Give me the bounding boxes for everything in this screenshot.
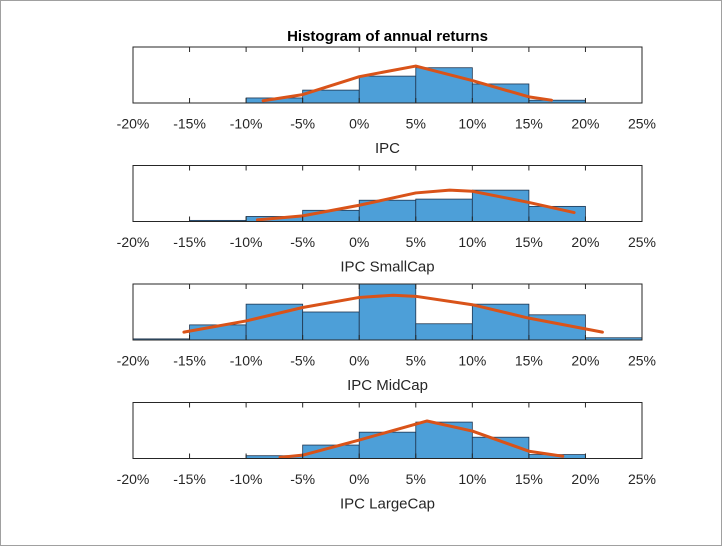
x-tick-label: 15% <box>515 116 543 132</box>
x-tick-label: 0% <box>349 116 369 132</box>
fit-curve <box>182 293 604 334</box>
x-tick-label: -20% <box>117 234 150 250</box>
x-tick-label: -15% <box>173 234 206 250</box>
x-tick-label: 25% <box>628 116 656 132</box>
x-tick-label: 15% <box>515 471 543 487</box>
x-tick-label: 0% <box>349 353 369 369</box>
x-tick-label: 10% <box>458 353 486 369</box>
histogram-bar <box>358 75 417 104</box>
x-tick-label: -10% <box>230 471 263 487</box>
chart-title: Histogram of annual returns <box>287 28 488 45</box>
histogram-bar <box>415 323 473 341</box>
x-tick-label: 0% <box>349 471 369 487</box>
x-tick-label: 10% <box>458 471 486 487</box>
x-tick-label: 5% <box>406 116 426 132</box>
x-tick-label: -15% <box>173 116 206 132</box>
x-tick-label: 25% <box>628 353 656 369</box>
x-tick-label: 5% <box>406 234 426 250</box>
x-tick-label: 5% <box>406 353 426 369</box>
histogram-bar <box>415 198 473 222</box>
histogram-bar <box>358 283 417 341</box>
x-tick-label: -5% <box>290 116 315 132</box>
x-tick-label: -15% <box>173 471 206 487</box>
histogram-bar <box>471 303 530 341</box>
histogram-bar <box>302 311 360 341</box>
x-tick-label: 20% <box>571 234 599 250</box>
x-tick-label: -5% <box>290 353 315 369</box>
x-axis-label: IPC <box>375 140 400 157</box>
x-tick-label: -20% <box>117 471 150 487</box>
x-tick-label: 10% <box>458 116 486 132</box>
axes-box <box>132 46 643 104</box>
fit-curve <box>255 188 576 222</box>
x-tick-label: -10% <box>230 234 263 250</box>
x-tick-label: 25% <box>628 471 656 487</box>
x-tick-label: -5% <box>290 234 315 250</box>
axes-box <box>132 283 643 341</box>
x-tick-label: -20% <box>117 116 150 132</box>
histogram-bar <box>471 189 530 222</box>
x-tick-label: 10% <box>458 234 486 250</box>
axes-box <box>132 402 643 459</box>
x-tick-label: -10% <box>230 353 263 369</box>
x-tick-label: 20% <box>571 471 599 487</box>
x-tick-label: -10% <box>230 116 263 132</box>
x-tick-label: -5% <box>290 471 315 487</box>
x-tick-label: 15% <box>515 353 543 369</box>
x-tick-label: 20% <box>571 353 599 369</box>
x-axis-label: IPC LargeCap <box>340 495 435 512</box>
fit-curve <box>261 64 554 103</box>
x-tick-label: 20% <box>571 116 599 132</box>
x-tick-label: 5% <box>406 471 426 487</box>
x-tick-label: -20% <box>117 353 150 369</box>
x-tick-label: 25% <box>628 234 656 250</box>
histogram-bar <box>415 421 473 459</box>
x-tick-label: 15% <box>515 234 543 250</box>
x-axis-label: IPC SmallCap <box>340 258 434 275</box>
x-axis-label: IPC MidCap <box>347 377 428 394</box>
x-tick-label: 0% <box>349 234 369 250</box>
x-tick-label: -15% <box>173 353 206 369</box>
axes-box <box>132 165 643 222</box>
